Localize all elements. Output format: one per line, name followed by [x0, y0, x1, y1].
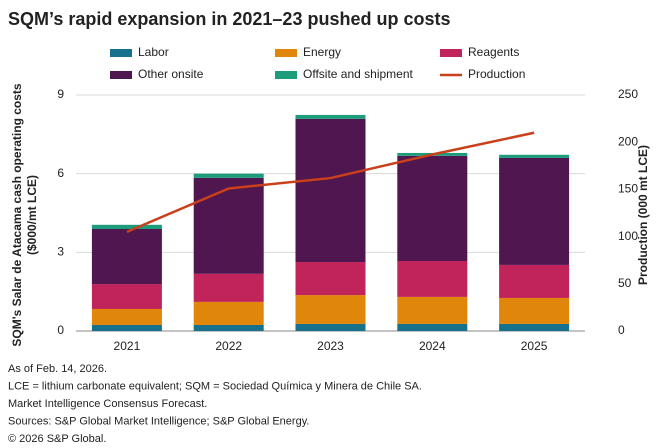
bar-segment — [91, 324, 162, 331]
bar-segment — [193, 177, 264, 274]
y2-axis-label-box: Production (000 mt LCE) — [635, 145, 650, 286]
y-tick-label: 3 — [57, 245, 64, 259]
legend-label: Other onsite — [138, 67, 204, 81]
bar-segment — [91, 284, 162, 309]
x-tick-label: 2022 — [215, 339, 242, 353]
y2-tick-label: 250 — [618, 87, 638, 101]
footnote: Sources: S&P Global Market Intelligence;… — [8, 415, 309, 427]
bar-segment — [295, 323, 366, 331]
legend-label: Energy — [303, 45, 341, 59]
x-tick-label: 2025 — [521, 339, 548, 353]
chart-title: SQM’s rapid expansion in 2021–23 pushed … — [8, 9, 450, 29]
bar-segment — [295, 114, 366, 119]
bar-segment — [499, 154, 570, 158]
y2-tick-label: 200 — [618, 134, 638, 148]
bar-segment — [397, 260, 468, 297]
bar-segment — [193, 301, 264, 325]
footnote: LCE = lithium carbonate equivalent; SQM … — [8, 380, 422, 392]
bar-segment — [397, 155, 468, 261]
footnote: Market Intelligence Consensus Forecast. — [8, 398, 207, 410]
bar-segment — [91, 228, 162, 285]
y-tick-label: 0 — [57, 323, 64, 337]
y2-axis-label: Production (000 mt LCE) — [635, 145, 650, 286]
bar-segment — [91, 224, 162, 229]
legend-swatch — [275, 71, 297, 79]
x-tick-label: 2023 — [317, 339, 344, 353]
legend-swatch — [275, 49, 297, 57]
bar-segment — [295, 295, 366, 324]
y-tick-label: 6 — [57, 166, 64, 180]
bar-segment — [295, 118, 366, 263]
bar-segment — [295, 262, 366, 296]
bar-segment — [499, 264, 570, 298]
y-tick-label: 9 — [57, 87, 64, 101]
footnote: As of Feb. 14, 2026. — [8, 363, 107, 375]
y2-tick-label: 150 — [618, 182, 638, 196]
bar-segment — [397, 296, 468, 324]
y-axis-label-box: SQM's Salar de Atacama cash operating co… — [10, 83, 39, 347]
bar-segment — [397, 323, 468, 331]
y2-tick-label: 100 — [618, 229, 638, 243]
bar-segment — [193, 273, 264, 302]
legend-label: Offsite and shipment — [303, 67, 414, 81]
bar-segment — [499, 323, 570, 331]
bar-segment — [193, 324, 264, 331]
bar-segment — [193, 173, 264, 178]
x-tick-label: 2021 — [114, 339, 141, 353]
y2-tick-label: 0 — [618, 323, 625, 337]
bar-segment — [499, 297, 570, 324]
legend-label: Labor — [138, 45, 169, 59]
legend-swatch — [440, 49, 462, 57]
legend-label: Reagents — [468, 45, 519, 59]
y2-tick-label: 50 — [618, 276, 632, 290]
bar-segment — [91, 308, 162, 325]
production-line — [126, 131, 535, 234]
x-tick-label: 2024 — [419, 339, 446, 353]
legend-label: Production — [468, 67, 525, 81]
legend-swatch — [110, 49, 132, 57]
bar-segment — [499, 157, 570, 265]
legend-swatch — [110, 71, 132, 79]
footnote: © 2026 S&P Global. — [8, 433, 106, 445]
y-axis-label: SQM's Salar de Atacama cash operating co… — [10, 83, 39, 347]
